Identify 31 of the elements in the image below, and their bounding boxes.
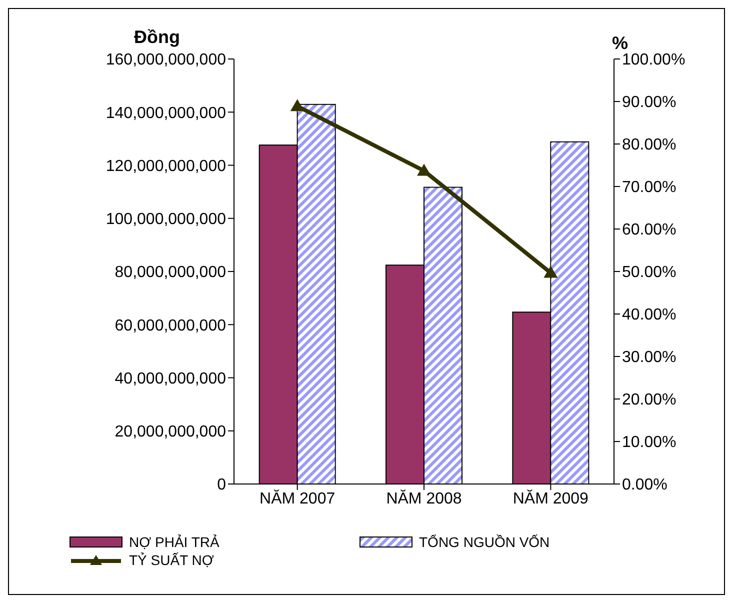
y-tick-label: 120,000,000,000 [106,158,226,175]
x-tick-label: NĂM 2009 [512,489,589,508]
y2-tick-label: 0.00% [622,476,668,494]
y-tick-label: 100,000,000,000 [106,211,226,228]
y-axis-title: Đồng [134,27,180,48]
x-tick-label: NĂM 2007 [260,489,336,508]
point [417,164,431,176]
y2-tick-label: 40.00% [622,306,676,324]
y-tick-label: 80,000,000,000 [114,264,226,282]
y2-tick-label: 20.00% [622,392,676,409]
legend-label: TỶ SUẤT NỢ [129,552,214,568]
legend-label: TỔNG NGUỒN VỐN [419,534,550,550]
y2-tick-label: 80.00% [622,136,676,154]
legend-label: NỢ PHẢI TRẢ [129,534,220,550]
y-tick-label: 20,000,000,000 [114,424,226,441]
x-tick-label: NĂM 2008 [386,489,462,508]
y2-tick-label: 70.00% [622,179,676,196]
y-tick-label: 140,000,000,000 [106,104,226,122]
y2-tick-label: 30.00% [622,349,676,366]
point [544,266,558,278]
y2-tick-label: 90.00% [622,94,676,112]
y-tick-label: 0 [217,476,226,494]
y2-tick-label: 100.00% [622,52,686,69]
y-tick-label: 160,000,000,000 [106,52,226,69]
y2-tick-label: 50.00% [622,264,676,282]
y-tick-label: 40,000,000,000 [114,370,226,388]
point [290,99,304,112]
y-tick-label: 60,000,000,000 [114,317,226,334]
y2-tick-label: 10.00% [622,434,676,452]
y2-tick-label: 60.00% [622,222,676,239]
y2-axis-title: % [612,33,628,53]
